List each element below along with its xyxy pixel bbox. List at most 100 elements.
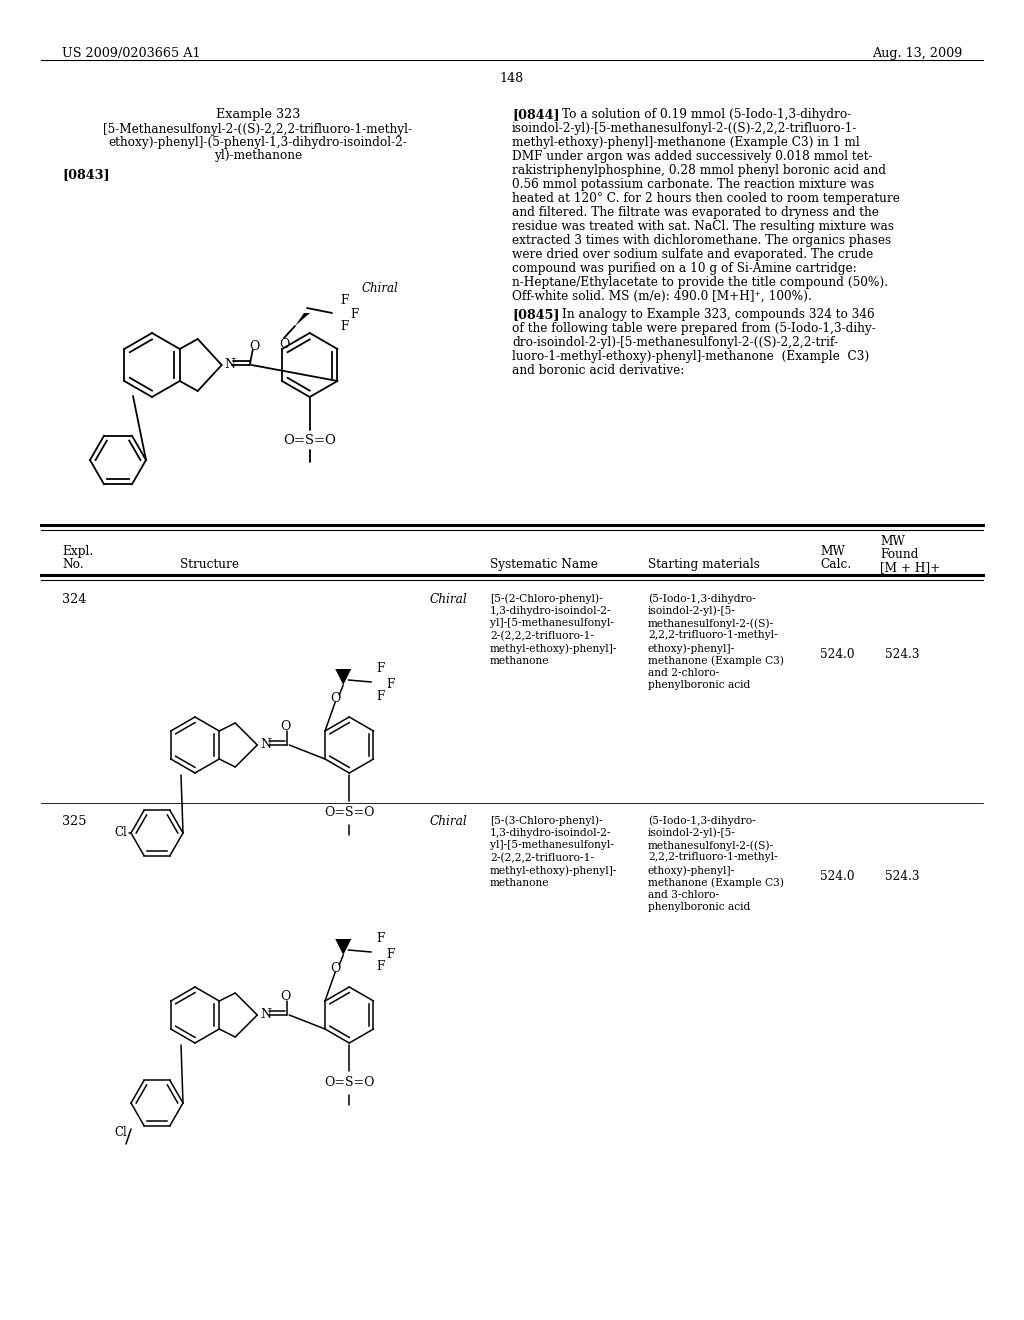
Text: isoindol-2-yl)-[5-: isoindol-2-yl)-[5- <box>648 828 736 838</box>
Text: methyl-ethoxy)-phenyl]-: methyl-ethoxy)-phenyl]- <box>490 643 617 653</box>
Text: 148: 148 <box>500 73 524 84</box>
Text: and 2-chloro-: and 2-chloro- <box>648 668 719 678</box>
Text: and boronic acid derivative:: and boronic acid derivative: <box>512 364 684 378</box>
Text: methanesulfonyl-2-((S)-: methanesulfonyl-2-((S)- <box>648 618 774 628</box>
Text: residue was treated with sat. NaCl. The resulting mixture was: residue was treated with sat. NaCl. The … <box>512 220 894 234</box>
Text: Cl: Cl <box>115 826 127 840</box>
Text: F: F <box>376 932 384 945</box>
Text: MW: MW <box>880 535 905 548</box>
Text: O: O <box>280 721 291 734</box>
Text: F: F <box>386 677 394 690</box>
Text: F: F <box>376 661 384 675</box>
Text: rakistriphenylphosphine, 0.28 mmol phenyl boronic acid and: rakistriphenylphosphine, 0.28 mmol pheny… <box>512 164 886 177</box>
Polygon shape <box>335 669 351 685</box>
Text: 1,3-dihydro-isoindol-2-: 1,3-dihydro-isoindol-2- <box>490 606 611 615</box>
Text: [M + H]+: [M + H]+ <box>880 561 940 574</box>
Text: Aug. 13, 2009: Aug. 13, 2009 <box>871 48 962 59</box>
Text: 1,3-dihydro-isoindol-2-: 1,3-dihydro-isoindol-2- <box>490 828 611 837</box>
Text: F: F <box>376 689 384 702</box>
Text: [5-Methanesulfonyl-2-((S)-2,2,2-trifluoro-1-methyl-: [5-Methanesulfonyl-2-((S)-2,2,2-trifluor… <box>103 123 413 136</box>
Text: O=S=O: O=S=O <box>284 433 336 446</box>
Text: of the following table were prepared from (5-Iodo-1,3-dihy-: of the following table were prepared fro… <box>512 322 876 335</box>
Text: dro-isoindol-2-yl)-[5-methanesulfonyl-2-((S)-2,2,2-trif-: dro-isoindol-2-yl)-[5-methanesulfonyl-2-… <box>512 337 838 348</box>
Text: isoindol-2-yl)-[5-methanesulfonyl-2-((S)-2,2,2-trifluoro-1-: isoindol-2-yl)-[5-methanesulfonyl-2-((S)… <box>512 121 857 135</box>
Text: yl]-[5-methanesulfonyl-: yl]-[5-methanesulfonyl- <box>490 840 614 850</box>
Text: Chiral: Chiral <box>430 814 468 828</box>
Text: Cl: Cl <box>115 1126 127 1139</box>
Text: O=S=O: O=S=O <box>324 1077 375 1089</box>
Text: methanesulfonyl-2-((S)-: methanesulfonyl-2-((S)- <box>648 840 774 850</box>
Text: 524.0: 524.0 <box>820 648 854 661</box>
Text: 2,2,2-trifluoro-1-methyl-: 2,2,2-trifluoro-1-methyl- <box>648 631 778 640</box>
Text: 524.3: 524.3 <box>885 648 920 661</box>
Text: 324: 324 <box>62 593 86 606</box>
Text: Calc.: Calc. <box>820 558 851 572</box>
Text: methanone (Example C3): methanone (Example C3) <box>648 878 784 888</box>
Text: F: F <box>340 294 348 308</box>
Text: Starting materials: Starting materials <box>648 558 760 572</box>
Text: Chiral: Chiral <box>362 281 398 294</box>
Text: and 3-chloro-: and 3-chloro- <box>648 890 719 900</box>
Text: [0843]: [0843] <box>62 168 110 181</box>
Text: [0844]: [0844] <box>512 108 560 121</box>
Text: Expl.: Expl. <box>62 545 93 558</box>
Text: 524.0: 524.0 <box>820 870 854 883</box>
Text: methanone (Example C3): methanone (Example C3) <box>648 656 784 667</box>
Text: DMF under argon was added successively 0.018 mmol tet-: DMF under argon was added successively 0… <box>512 150 872 162</box>
Text: methanone: methanone <box>490 656 550 665</box>
Text: methyl-ethoxy)-phenyl]-methanone (Example C3) in 1 ml: methyl-ethoxy)-phenyl]-methanone (Exampl… <box>512 136 860 149</box>
Text: ethoxy)-phenyl]-: ethoxy)-phenyl]- <box>648 865 735 875</box>
Text: compound was purified on a 10 g of Si-Amine cartridge:: compound was purified on a 10 g of Si-Am… <box>512 261 857 275</box>
Text: yl]-[5-methanesulfonyl-: yl]-[5-methanesulfonyl- <box>490 618 614 628</box>
Text: 325: 325 <box>62 814 86 828</box>
Text: O: O <box>279 338 289 351</box>
Text: Found: Found <box>880 548 919 561</box>
Text: extracted 3 times with dichloromethane. The organics phases: extracted 3 times with dichloromethane. … <box>512 234 891 247</box>
Text: F: F <box>376 960 384 973</box>
Polygon shape <box>335 939 351 954</box>
Text: Example 323: Example 323 <box>216 108 300 121</box>
Text: isoindol-2-yl)-[5-: isoindol-2-yl)-[5- <box>648 606 736 616</box>
Text: 2,2,2-trifluoro-1-methyl-: 2,2,2-trifluoro-1-methyl- <box>648 853 778 862</box>
Text: ethoxy)-phenyl]-: ethoxy)-phenyl]- <box>648 643 735 653</box>
Text: 524.3: 524.3 <box>885 870 920 883</box>
Text: were dried over sodium sulfate and evaporated. The crude: were dried over sodium sulfate and evapo… <box>512 248 873 261</box>
Text: 2-(2,2,2-trifluoro-1-: 2-(2,2,2-trifluoro-1- <box>490 853 594 863</box>
Text: To a solution of 0.19 mmol (5-Iodo-1,3-dihydro-: To a solution of 0.19 mmol (5-Iodo-1,3-d… <box>562 108 851 121</box>
Text: (5-Iodo-1,3-dihydro-: (5-Iodo-1,3-dihydro- <box>648 593 756 603</box>
Text: methyl-ethoxy)-phenyl]-: methyl-ethoxy)-phenyl]- <box>490 865 617 875</box>
Text: [5-(2-Chloro-phenyl)-: [5-(2-Chloro-phenyl)- <box>490 593 603 603</box>
Text: ethoxy)-phenyl]-(5-phenyl-1,3-dihydro-isoindol-2-: ethoxy)-phenyl]-(5-phenyl-1,3-dihydro-is… <box>109 136 408 149</box>
Text: 2-(2,2,2-trifluoro-1-: 2-(2,2,2-trifluoro-1- <box>490 631 594 640</box>
Text: O=S=O: O=S=O <box>324 807 375 820</box>
Text: phenylboronic acid: phenylboronic acid <box>648 903 751 912</box>
Text: O: O <box>330 693 340 705</box>
Polygon shape <box>295 313 310 326</box>
Text: heated at 120° C. for 2 hours then cooled to room temperature: heated at 120° C. for 2 hours then coole… <box>512 191 900 205</box>
Text: yl)-methanone: yl)-methanone <box>214 149 302 162</box>
Text: MW: MW <box>820 545 845 558</box>
Text: [0845]: [0845] <box>512 308 559 321</box>
Text: F: F <box>350 309 358 322</box>
Text: O: O <box>250 341 260 354</box>
Text: O: O <box>280 990 291 1003</box>
Text: luoro-1-methyl-ethoxy)-phenyl]-methanone  (Example  C3): luoro-1-methyl-ethoxy)-phenyl]-methanone… <box>512 350 869 363</box>
Text: (5-Iodo-1,3-dihydro-: (5-Iodo-1,3-dihydro- <box>648 814 756 825</box>
Text: N: N <box>260 738 271 751</box>
Text: [5-(3-Chloro-phenyl)-: [5-(3-Chloro-phenyl)- <box>490 814 603 825</box>
Text: N: N <box>224 359 236 371</box>
Text: Structure: Structure <box>180 558 239 572</box>
Text: Systematic Name: Systematic Name <box>490 558 598 572</box>
Text: Chiral: Chiral <box>430 593 468 606</box>
Text: N: N <box>260 1008 271 1022</box>
Text: No.: No. <box>62 558 84 572</box>
Text: US 2009/0203665 A1: US 2009/0203665 A1 <box>62 48 201 59</box>
Text: 0.56 mmol potassium carbonate. The reaction mixture was: 0.56 mmol potassium carbonate. The react… <box>512 178 874 191</box>
Text: In analogy to Example 323, compounds 324 to 346: In analogy to Example 323, compounds 324… <box>562 308 874 321</box>
Text: F: F <box>386 948 394 961</box>
Text: n-Heptane/Ethylacetate to provide the title compound (50%).: n-Heptane/Ethylacetate to provide the ti… <box>512 276 888 289</box>
Text: methanone: methanone <box>490 878 550 887</box>
Text: F: F <box>340 321 348 334</box>
Text: phenylboronic acid: phenylboronic acid <box>648 681 751 690</box>
Text: Off-white solid. MS (m/e): 490.0 [M+H]⁺, 100%).: Off-white solid. MS (m/e): 490.0 [M+H]⁺,… <box>512 290 812 304</box>
